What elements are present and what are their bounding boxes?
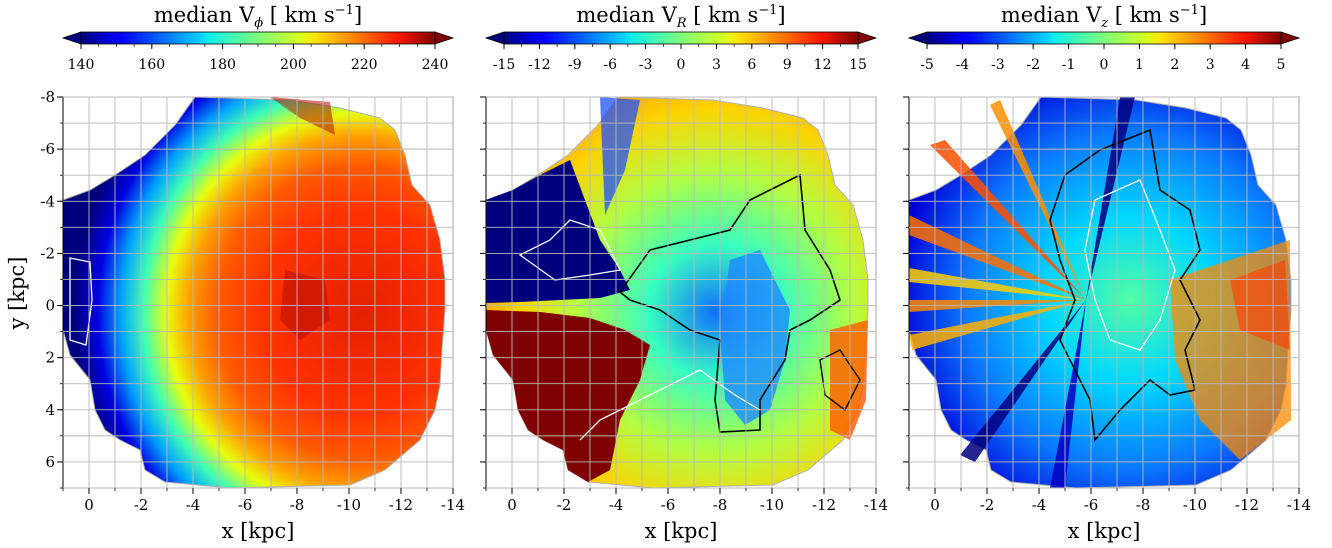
colorbar-tick-label: -6: [603, 57, 617, 73]
x-tick-label: -4: [609, 496, 624, 514]
colorbar-extend-high-vr: [857, 31, 878, 45]
colorbar-ticks-vr: -15 -12 -9 -6 -3 0 3 6 9 12 15: [493, 44, 867, 73]
colorbar-tick-label: -4: [956, 57, 970, 73]
x-tick-label: -10: [760, 496, 784, 514]
colorbar-vz: median Vz [ km s−1] -5 -4 -3 -2 -1 0 1 2 3 4 5: [907, 3, 1301, 73]
map-vphi: [63, 97, 446, 488]
colorbar-extend-high-vphi: [434, 31, 455, 45]
colorbar-tick-label: 220: [351, 57, 378, 73]
colorbar-tick-label: 3: [712, 57, 721, 73]
x-tick-label: 0: [84, 496, 94, 514]
colorbar-title-vphi: median Vϕ [ km s−1]: [154, 3, 362, 31]
xlabel-vz: x [kpc]: [1068, 519, 1141, 543]
yticks-vz: [903, 96, 909, 489]
x-tick-label: -2: [557, 496, 572, 514]
colorbar-tick-label: 160: [138, 57, 165, 73]
colorbar-title-vz: median Vz [ km s−1]: [1001, 3, 1207, 31]
colorbar-bar-vphi: [80, 31, 436, 45]
colorbar-tick-label: -3: [639, 57, 653, 73]
x-tick-label: -2: [980, 496, 995, 514]
colorbar-vr: median VR [ km s−1] -15 -12 -9 -6 -3 0 3 6 9 12 15: [484, 3, 878, 73]
panel-vphi: median Vϕ [ km s−1] 140 160 180 200 220 240 0…: [5, 3, 465, 543]
colorbar-tick-label: 200: [280, 57, 307, 73]
colorbar-bar-vr: [503, 31, 859, 45]
x-tick-label: 0: [507, 496, 517, 514]
x-tick-label: 0: [930, 496, 940, 514]
x-tick-label: -8: [1136, 496, 1151, 514]
x-tick-label: -14: [864, 496, 888, 514]
colorbar-tick-label: 0: [1100, 57, 1109, 73]
yticks-vr: [480, 96, 486, 489]
x-tick-label: -8: [713, 496, 728, 514]
xticks-vz: 0 -2 -4 -6 -8 -10 -12 -14: [908, 488, 1311, 514]
xlabel-vphi: x [kpc]: [222, 519, 295, 543]
x-tick-label: -12: [389, 496, 413, 514]
x-tick-label: -8: [290, 496, 305, 514]
panel-vr: median VR [ km s−1] -15 -12 -9 -6 -3 0 3 6 9 12 15…: [480, 3, 888, 543]
yticks-vphi: -8 -6 -4 -2 0 2 4 6: [40, 88, 63, 489]
colorbar-ticks-vphi: 140 160 180 200 220 240: [68, 44, 449, 73]
x-tick-label: -6: [1084, 496, 1099, 514]
y-tick-label: -8: [40, 88, 55, 106]
y-tick-label: 6: [45, 453, 55, 471]
y-tick-label: -4: [40, 192, 55, 210]
xlabel-vr: x [kpc]: [645, 519, 718, 543]
colorbar-tick-label: 15: [849, 57, 867, 73]
colorbar-tick-label: -9: [568, 57, 582, 73]
grid-vphi: [63, 96, 454, 489]
colorbar-tick-label: 240: [422, 57, 449, 73]
colorbar-tick-label: 12: [814, 57, 832, 73]
x-tick-label: -12: [1235, 496, 1259, 514]
grid-vr: [486, 96, 877, 489]
ylabel-vphi: y [kpc]: [5, 257, 29, 331]
xticks-vphi: 0 -2 -4 -6 -8 -10 -12 -14: [62, 488, 465, 514]
y-tick-label: 2: [45, 349, 55, 367]
colorbar-tick-label: -12: [528, 57, 551, 73]
colorbar-extend-low-vr: [484, 31, 505, 45]
x-tick-label: -6: [661, 496, 676, 514]
x-tick-label: -10: [1183, 496, 1207, 514]
x-tick-label: -10: [337, 496, 361, 514]
y-tick-label: 4: [45, 401, 55, 419]
x-tick-label: -2: [134, 496, 149, 514]
colorbar-ticks-vz: -5 -4 -3 -2 -1 0 1 2 3 4 5: [920, 44, 1285, 73]
colorbar-title-vr: median VR [ km s−1]: [576, 3, 785, 31]
colorbar-tick-label: 6: [747, 57, 756, 73]
xticks-vr: 0 -2 -4 -6 -8 -10 -12 -14: [485, 488, 888, 514]
x-tick-label: -6: [238, 496, 253, 514]
colorbar-tick-label: -15: [493, 57, 516, 73]
panel-vz: median Vz [ km s−1] -5 -4 -3 -2 -1 0 1 2 3 4 5: [903, 3, 1311, 543]
x-tick-label: -14: [441, 496, 465, 514]
colorbar-extend-low-vphi: [61, 31, 82, 45]
colorbar-extend-low-vz: [907, 31, 928, 45]
x-tick-label: -4: [186, 496, 201, 514]
colorbar-vphi: median Vϕ [ km s−1] 140 160 180 200 220 240: [61, 3, 455, 73]
y-tick-label: -2: [40, 244, 55, 262]
map-vr: [486, 97, 869, 488]
colorbar-tick-label: -5: [920, 57, 934, 73]
colorbar-tick-label: 4: [1241, 57, 1250, 73]
colorbar-tick-label: 5: [1277, 57, 1286, 73]
colorbar-tick-label: -2: [1026, 57, 1040, 73]
colorbar-bar-vz: [926, 31, 1282, 45]
map-vz: [909, 97, 1292, 488]
y-tick-label: 0: [45, 297, 55, 315]
colorbar-tick-label: -3: [991, 57, 1005, 73]
x-tick-label: -12: [812, 496, 836, 514]
x-tick-label: -4: [1032, 496, 1047, 514]
colorbar-tick-label: -1: [1062, 57, 1076, 73]
colorbar-tick-label: 180: [209, 57, 236, 73]
colorbar-tick-label: 9: [783, 57, 792, 73]
colorbar-tick-label: 140: [68, 57, 95, 73]
y-tick-label: -6: [40, 140, 55, 158]
colorbar-tick-label: 3: [1206, 57, 1215, 73]
x-tick-label: -14: [1287, 496, 1311, 514]
colorbar-tick-label: 0: [677, 57, 686, 73]
colorbar-tick-label: 2: [1170, 57, 1179, 73]
grid-vz: [909, 96, 1300, 489]
colorbar-extend-high-vz: [1280, 31, 1301, 45]
colorbar-tick-label: 1: [1135, 57, 1144, 73]
